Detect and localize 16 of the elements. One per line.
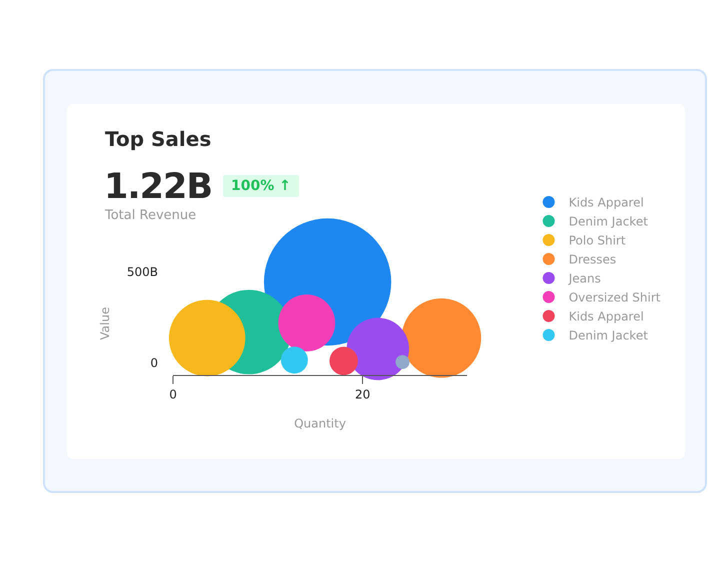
x-tick-label: 20: [355, 387, 370, 402]
legend-label: Kids Apparel: [568, 310, 644, 324]
chart-title: Top Sales: [105, 127, 212, 151]
legend-label: Oversized Shirt: [568, 290, 661, 305]
text: 100% ↑: [223, 175, 299, 197]
legend-label: Denim Jacket: [568, 214, 648, 229]
legend-label: Polo Shirt: [568, 234, 626, 248]
y-tick-label: 500B: [126, 265, 158, 280]
legend-label: Jeans: [568, 272, 601, 286]
text: 1.22B: [104, 167, 212, 207]
y-axis-title: Value: [98, 307, 112, 340]
legend-label: Dresses: [568, 252, 616, 267]
legend-label: Kids Apparel: [568, 196, 644, 210]
text: Total Revenue: [105, 208, 196, 223]
legend-label: Denim Jacket: [568, 328, 648, 343]
x-axis-title: Quantity: [294, 416, 346, 430]
